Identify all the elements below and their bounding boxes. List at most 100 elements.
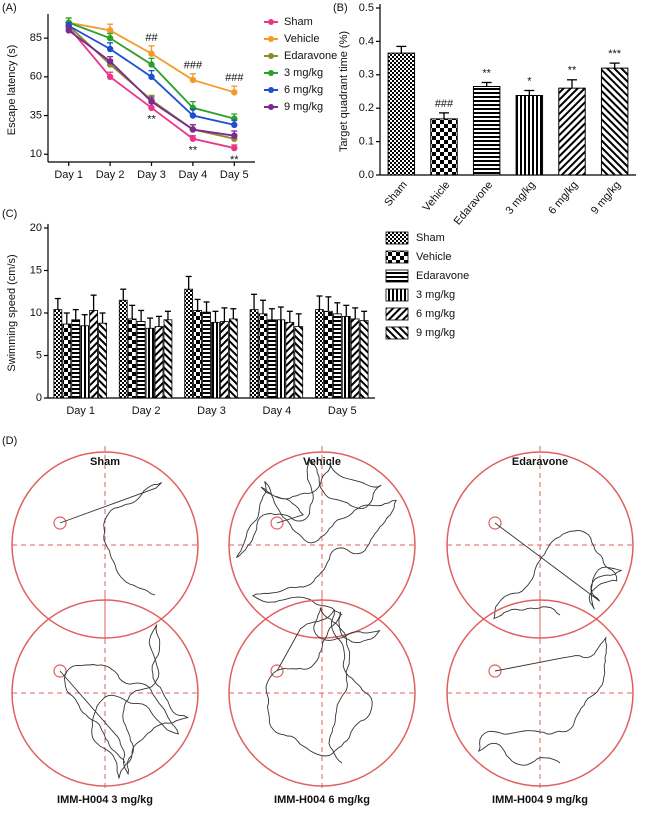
marker (106, 73, 114, 81)
bar (472, 85, 501, 176)
plot-title: IMM-H004 3 mg/kg (57, 794, 153, 806)
legend-label: Vehicle (284, 33, 319, 45)
legend-marker (268, 36, 274, 42)
marker (148, 98, 155, 105)
legend-label: 6 mg/kg (284, 84, 323, 96)
platform (53, 516, 67, 530)
bar (341, 315, 351, 399)
bar (387, 52, 416, 176)
platform (488, 664, 502, 678)
annotation: ** (189, 145, 198, 157)
swim-path (59, 624, 190, 779)
y-tick-label: 0 (36, 392, 42, 404)
bar (558, 87, 586, 176)
legend-label: Vehicle (416, 251, 451, 263)
marker (106, 27, 114, 34)
x-tick-label: 9 mg/kg (589, 179, 623, 217)
bar (89, 310, 98, 399)
annotation: ** (147, 114, 156, 126)
annotation: ** (482, 67, 491, 79)
platform (270, 516, 284, 530)
bar (154, 326, 164, 399)
bar (285, 321, 295, 399)
bar (258, 313, 268, 399)
bar (220, 321, 229, 399)
y-tick-label: 10 (30, 148, 42, 160)
y-tick-label: 0.2 (359, 102, 374, 114)
legend-label: 6 mg/kg (416, 308, 455, 320)
x-tick-label: Day 3 (197, 405, 226, 417)
x-tick-label: 6 mg/kg (546, 179, 580, 217)
bar (332, 313, 342, 399)
annotation: ### (184, 60, 203, 72)
legend-marker (268, 70, 274, 76)
platform (53, 664, 67, 678)
bar (249, 309, 259, 399)
plot-title: IMM-H004 6 mg/kg (274, 794, 370, 806)
bar (515, 95, 544, 176)
legend-label: Edaravone (284, 50, 337, 62)
legend-marker (268, 87, 274, 93)
y-tick-label: 15 (30, 264, 42, 276)
x-tick-label: Sham (382, 179, 410, 209)
bar (145, 327, 155, 399)
swim-path (265, 607, 381, 764)
y-axis-label: Escape latency (s) (6, 45, 18, 135)
platform (488, 516, 502, 530)
x-tick-label: Vehicle (421, 179, 453, 214)
marker (189, 135, 197, 142)
marker (148, 73, 155, 81)
annotation: ** (230, 154, 239, 166)
bar (118, 299, 128, 399)
marker (106, 58, 114, 65)
bar (53, 309, 63, 399)
x-tick-label: Day 1 (54, 169, 83, 181)
y-tick-label: 0.4 (359, 35, 374, 47)
legend-swatch (385, 231, 409, 245)
x-tick-label: Day 1 (66, 405, 95, 417)
legend-label: Edaravone (416, 270, 469, 282)
y-tick-label: 0.0 (359, 169, 374, 181)
marker (231, 121, 238, 129)
marker (148, 61, 155, 68)
annotation: ** (568, 65, 577, 77)
panel-label: (B) (333, 2, 348, 14)
plot-title: Edaravone (512, 456, 568, 468)
y-axis-label: Swimming speed (cm/s) (6, 254, 18, 371)
marker (148, 50, 155, 57)
annotation: *** (608, 48, 622, 60)
legend-swatch (385, 288, 409, 302)
panel-label: (A) (2, 2, 17, 14)
bar (267, 319, 277, 399)
y-tick-label: 20 (30, 222, 42, 234)
y-tick-label: 0.1 (359, 136, 374, 148)
legend-swatch (385, 269, 409, 283)
bar (359, 320, 369, 399)
legend-swatch (385, 307, 409, 321)
annotation: ### (435, 98, 454, 110)
platform (270, 664, 284, 678)
legend-label: 9 mg/kg (416, 327, 455, 339)
swim-path (493, 522, 623, 620)
swim-path (59, 482, 162, 596)
bar (62, 323, 72, 399)
bar (276, 319, 286, 399)
panel-label: (C) (2, 208, 17, 220)
marker (106, 45, 114, 53)
marker (189, 112, 197, 119)
x-tick-label: 3 mg/kg (504, 179, 538, 217)
marker (231, 132, 238, 139)
y-tick-label: 10 (30, 307, 42, 319)
bar (193, 310, 202, 399)
marker (106, 34, 114, 42)
y-tick-label: 85 (30, 32, 42, 44)
marker (189, 76, 197, 84)
y-tick-label: 60 (30, 71, 42, 83)
legend-label: 3 mg/kg (416, 289, 455, 301)
x-tick-label: Day 4 (179, 169, 208, 181)
annotation: ## (145, 32, 158, 44)
panel-label: (D) (2, 435, 17, 447)
legend-swatch (385, 250, 409, 264)
plot-title: Sham (90, 456, 120, 468)
